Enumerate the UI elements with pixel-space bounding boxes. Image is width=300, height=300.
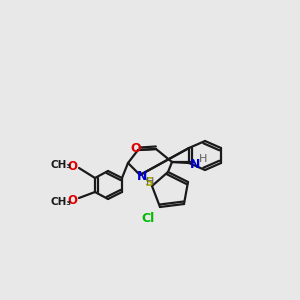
Text: H: H xyxy=(146,177,154,187)
Text: Cl: Cl xyxy=(141,212,154,224)
Text: N: N xyxy=(190,158,200,170)
Text: O: O xyxy=(67,160,77,172)
Text: N: N xyxy=(137,170,147,184)
Text: O: O xyxy=(131,142,141,154)
Text: H: H xyxy=(199,154,207,164)
Text: S: S xyxy=(145,176,154,190)
Text: CH₃: CH₃ xyxy=(50,197,71,207)
Text: CH₃: CH₃ xyxy=(50,160,71,170)
Text: O: O xyxy=(67,194,77,206)
